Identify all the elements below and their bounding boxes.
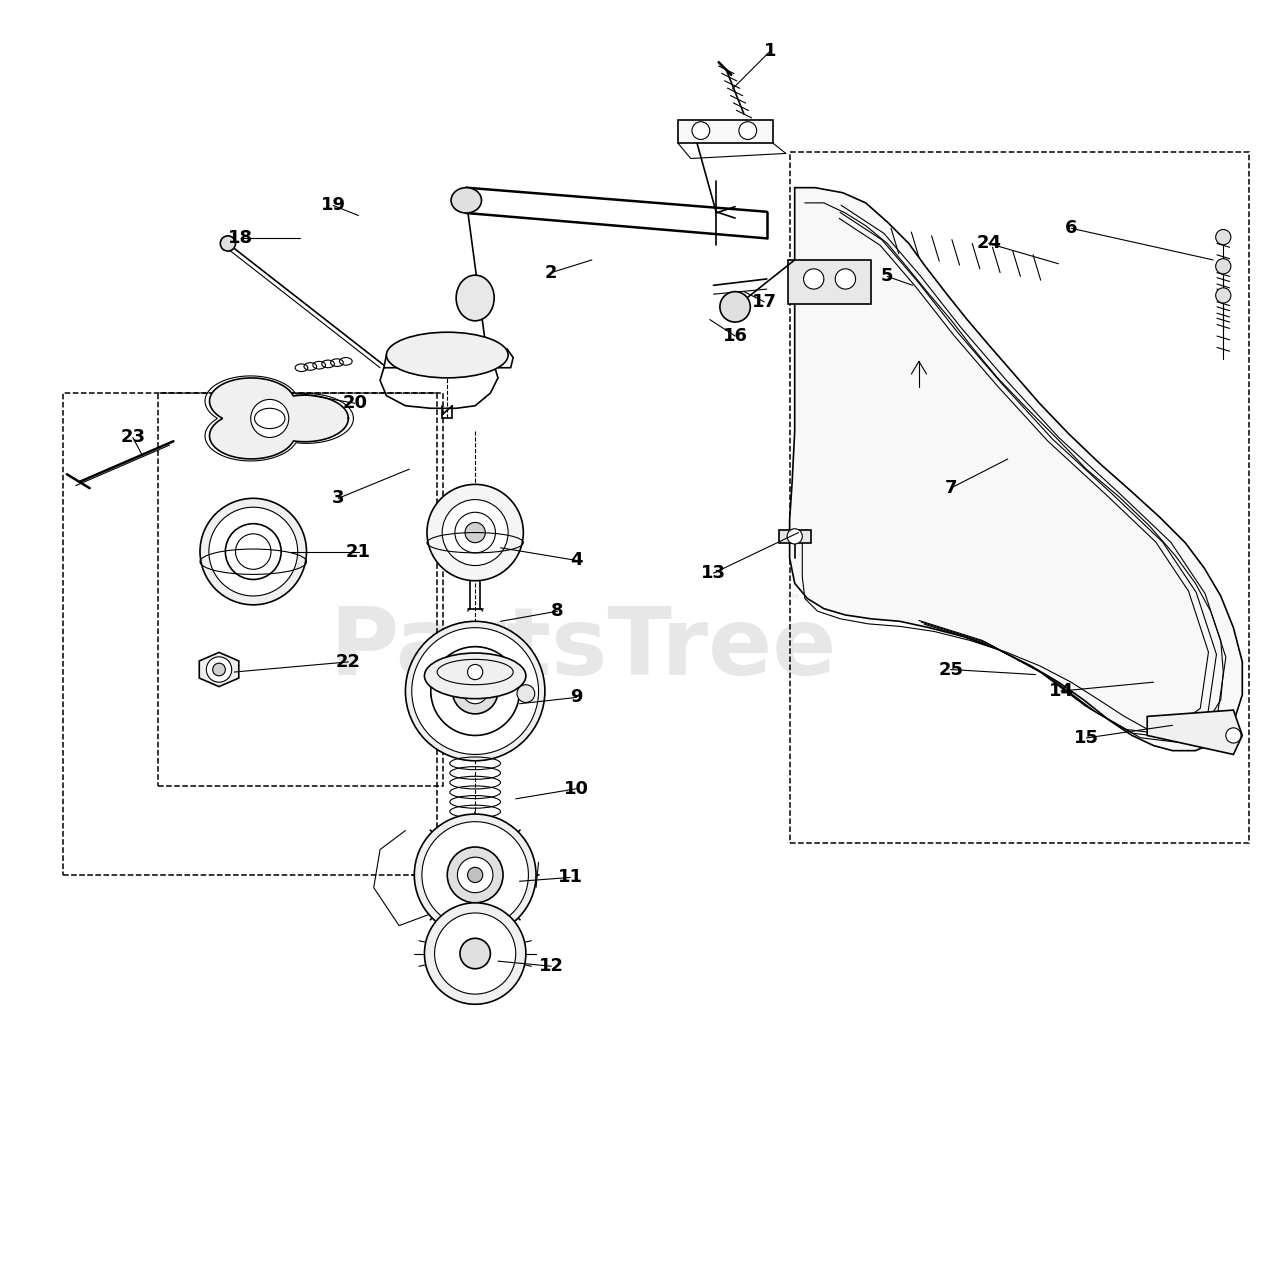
Circle shape [462, 678, 488, 704]
Bar [159, 393, 443, 786]
Circle shape [431, 647, 520, 735]
Circle shape [465, 522, 485, 543]
Circle shape [452, 668, 498, 714]
Circle shape [209, 507, 298, 596]
Ellipse shape [456, 275, 494, 321]
Text: 15: 15 [1074, 729, 1098, 747]
Text: 1: 1 [764, 42, 777, 60]
Circle shape [428, 484, 524, 581]
Text: 17: 17 [751, 293, 777, 311]
Circle shape [457, 857, 493, 893]
Circle shape [1226, 728, 1242, 743]
Circle shape [251, 399, 289, 437]
Polygon shape [788, 260, 870, 304]
Circle shape [200, 498, 306, 605]
Text: 7: 7 [945, 479, 957, 497]
Circle shape [447, 847, 503, 903]
Text: 8: 8 [552, 602, 564, 620]
Circle shape [220, 236, 236, 251]
Circle shape [422, 822, 529, 928]
Text: 16: 16 [723, 327, 748, 345]
Text: 22: 22 [335, 653, 361, 671]
Text: 13: 13 [701, 564, 726, 582]
Text: 25: 25 [938, 661, 963, 678]
Text: 19: 19 [321, 197, 346, 214]
Text: ™: ™ [782, 593, 801, 611]
Circle shape [739, 122, 756, 139]
Polygon shape [200, 652, 239, 687]
Circle shape [236, 534, 271, 569]
Circle shape [406, 621, 545, 761]
Polygon shape [780, 530, 812, 543]
Text: 12: 12 [539, 957, 563, 975]
Polygon shape [790, 188, 1243, 751]
Text: 23: 23 [120, 429, 146, 446]
Circle shape [412, 628, 539, 754]
Circle shape [1216, 259, 1231, 274]
Text: 2: 2 [545, 264, 558, 281]
Circle shape [425, 903, 526, 1004]
Circle shape [460, 938, 490, 969]
Text: 18: 18 [228, 230, 253, 247]
Text: PartsTree: PartsTree [329, 604, 837, 695]
Text: 10: 10 [564, 780, 589, 798]
Circle shape [804, 269, 824, 289]
Circle shape [206, 657, 232, 682]
Text: 9: 9 [571, 689, 582, 706]
Text: 21: 21 [346, 543, 371, 560]
Circle shape [415, 814, 536, 936]
Circle shape [1216, 230, 1231, 245]
Circle shape [692, 122, 709, 139]
Circle shape [517, 685, 535, 702]
Text: 3: 3 [332, 489, 344, 507]
Text: 6: 6 [1065, 219, 1078, 237]
Circle shape [435, 913, 516, 994]
Circle shape [467, 664, 483, 680]
Text: 20: 20 [342, 394, 367, 412]
Circle shape [442, 500, 508, 566]
Circle shape [719, 292, 750, 322]
Circle shape [225, 524, 282, 579]
Text: 24: 24 [977, 235, 1001, 252]
Polygon shape [210, 378, 348, 459]
Text: 14: 14 [1048, 682, 1074, 700]
Bar [790, 152, 1248, 843]
Polygon shape [678, 120, 773, 143]
Ellipse shape [387, 332, 508, 378]
Text: 11: 11 [558, 869, 582, 886]
Ellipse shape [451, 188, 481, 213]
Circle shape [454, 512, 495, 553]
Circle shape [212, 663, 225, 676]
Text: 4: 4 [571, 552, 582, 569]
Text: 5: 5 [881, 268, 893, 285]
Ellipse shape [425, 653, 526, 699]
Circle shape [836, 269, 855, 289]
Bar [63, 393, 438, 875]
Circle shape [787, 529, 803, 544]
Polygon shape [1147, 710, 1243, 754]
Circle shape [1216, 288, 1231, 303]
Circle shape [467, 867, 483, 883]
